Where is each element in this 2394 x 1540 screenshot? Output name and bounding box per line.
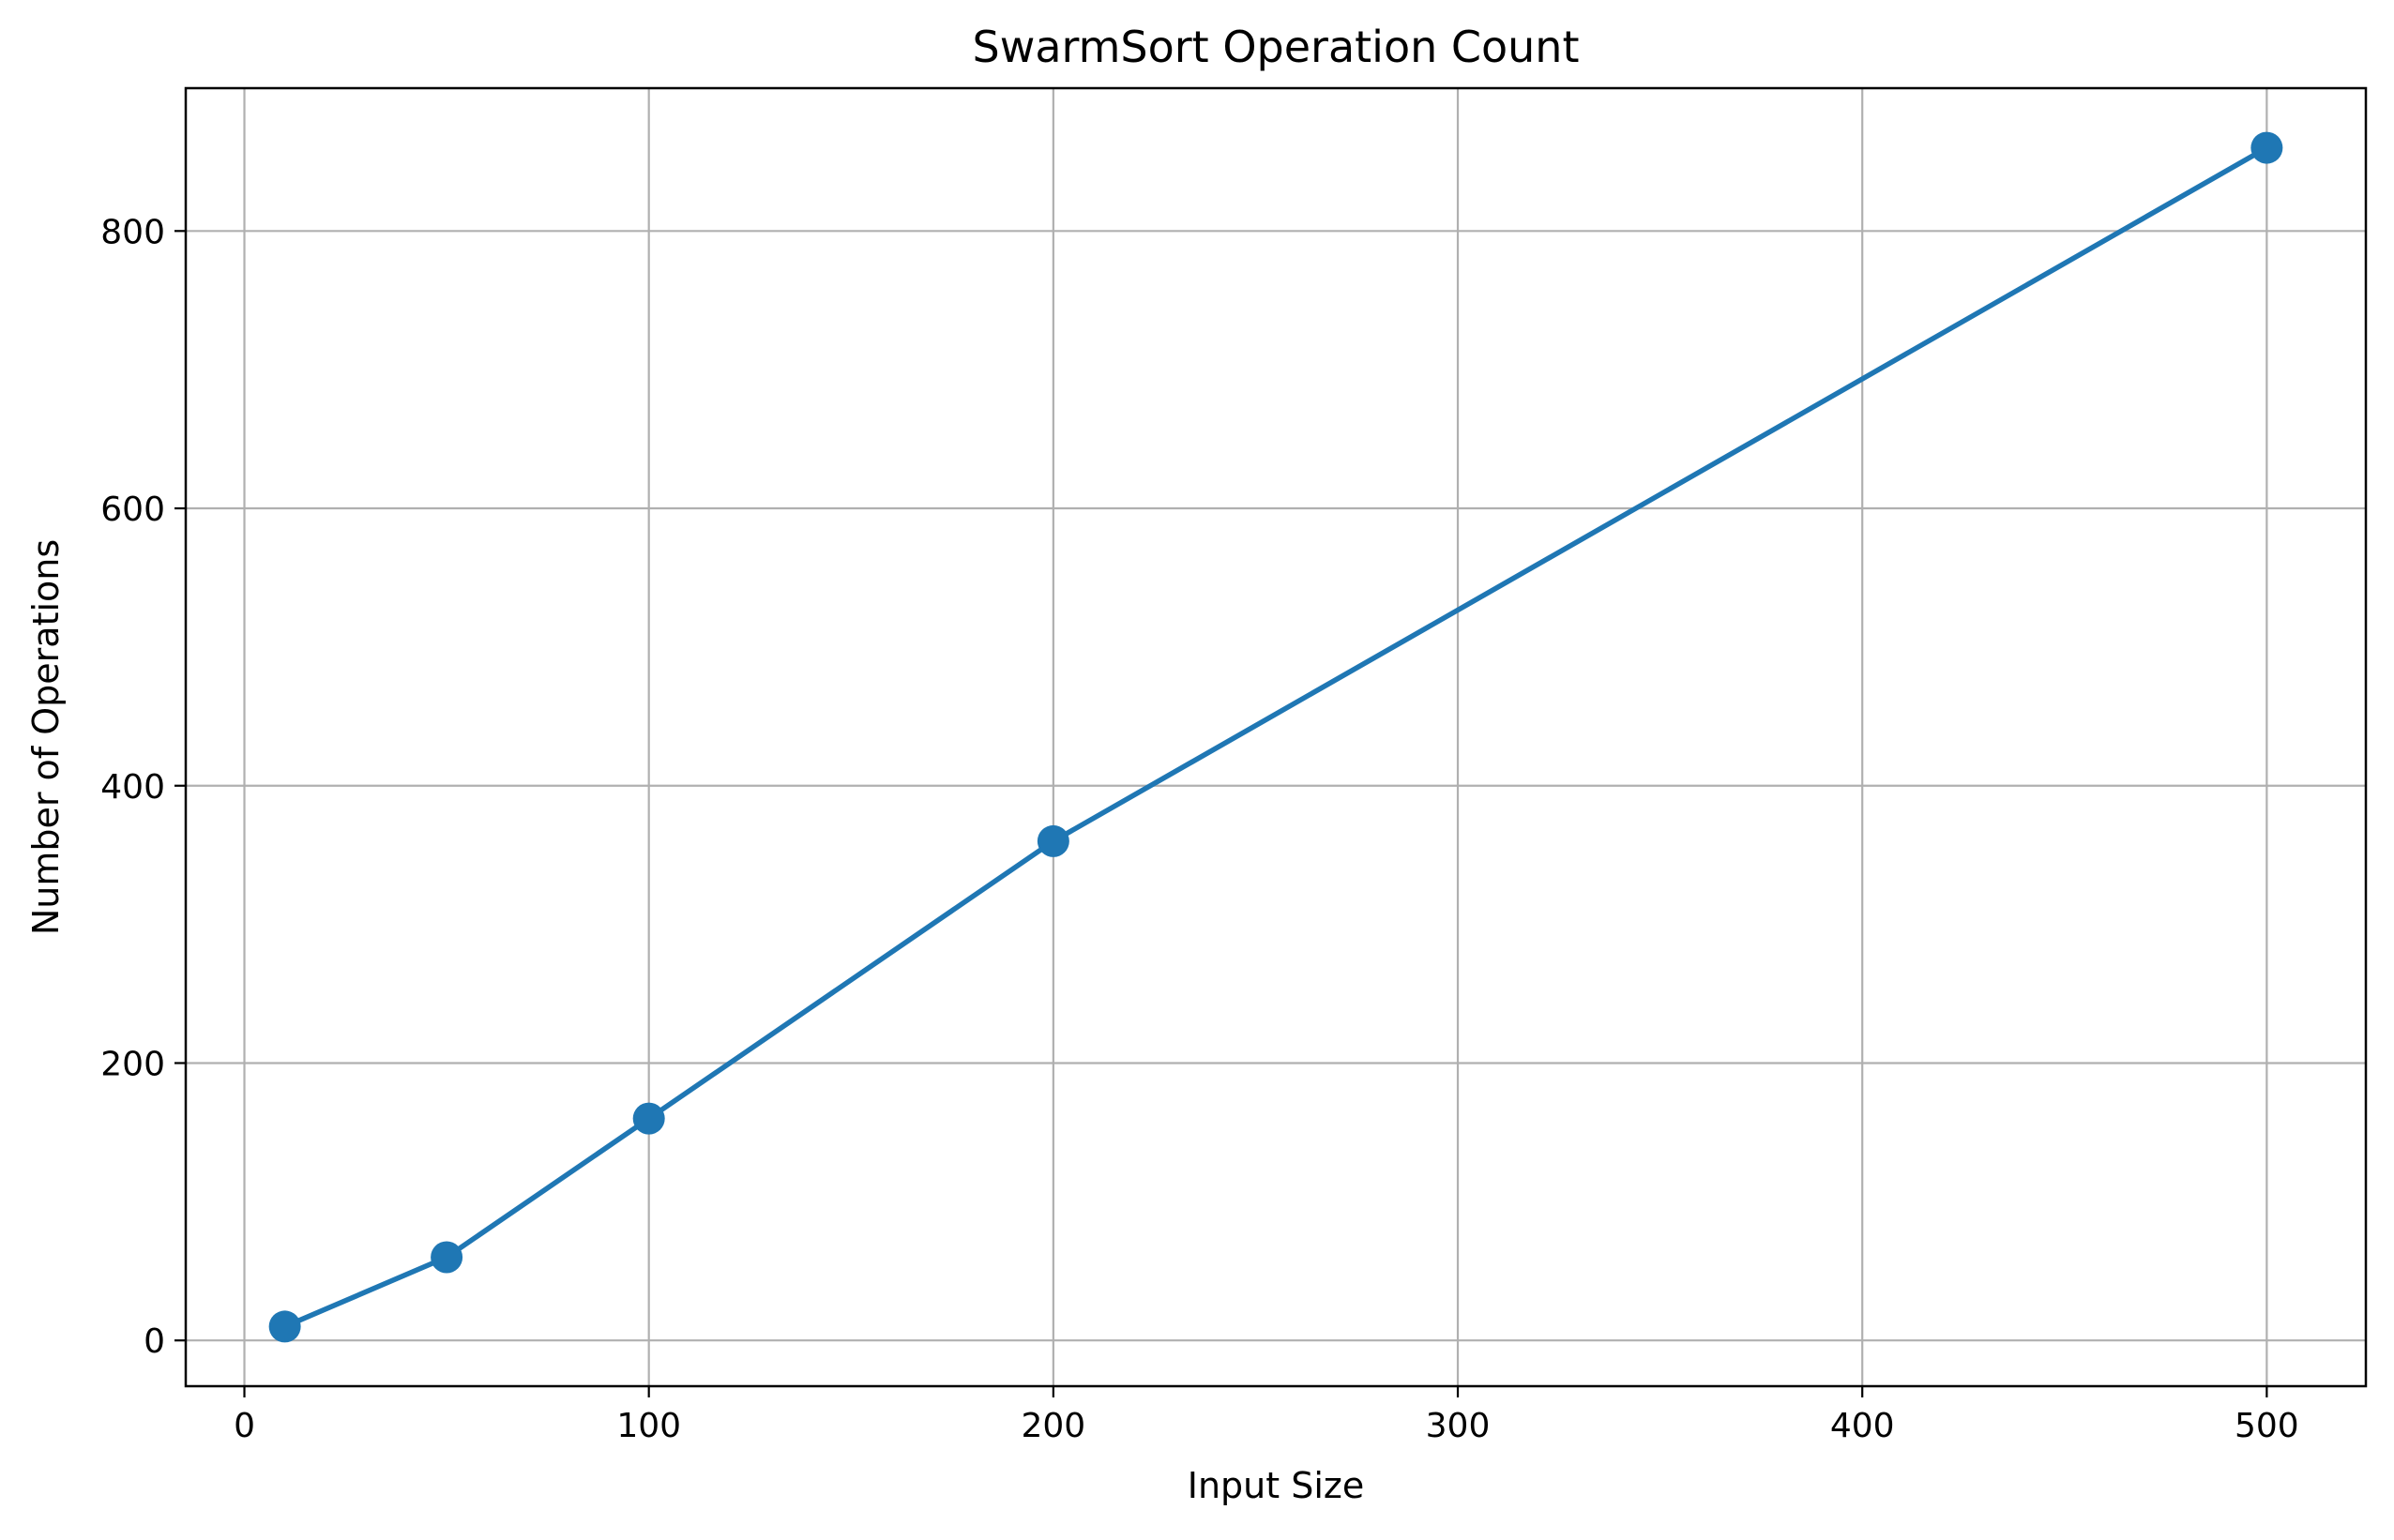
x-tick-label: 300 <box>1426 1407 1491 1445</box>
chart-title: SwarmSort Operation Count <box>973 22 1580 72</box>
data-point <box>2250 131 2283 164</box>
y-axis-label: Number of Operations <box>25 539 67 935</box>
plot-frame <box>184 86 2368 1388</box>
y-tick-label: 800 <box>100 213 165 251</box>
x-tick-label: 500 <box>2235 1407 2299 1445</box>
x-tick-label: 200 <box>1021 1407 1085 1445</box>
y-tick-label: 400 <box>100 768 165 807</box>
series-layer <box>268 131 2283 1343</box>
y-tick-label: 600 <box>100 491 165 529</box>
x-tick-label: 400 <box>1830 1407 1895 1445</box>
x-tick-label: 100 <box>616 1407 681 1445</box>
y-tick-label: 0 <box>144 1322 165 1361</box>
data-point <box>431 1241 463 1274</box>
data-point <box>632 1102 665 1135</box>
data-point <box>1037 824 1069 857</box>
x-tick-label: 0 <box>234 1407 255 1445</box>
tick-layer: 0 100 200 300 400 500 0 200 400 600 800 <box>100 213 2298 1445</box>
x-axis-label: Input Size <box>1188 1465 1364 1506</box>
grid <box>186 88 2366 1386</box>
data-point <box>268 1310 301 1343</box>
y-tick-label: 200 <box>100 1045 165 1083</box>
